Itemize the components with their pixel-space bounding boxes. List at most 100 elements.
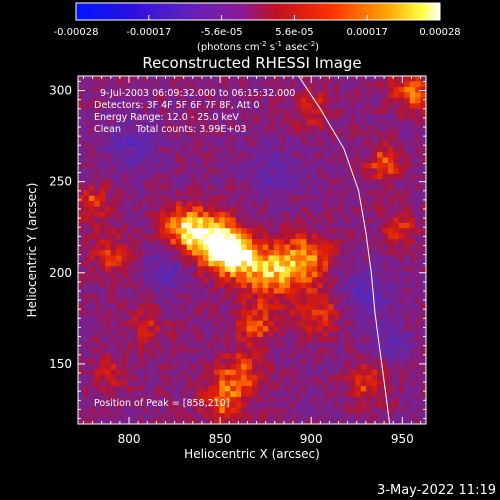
heatmap-cell xyxy=(170,97,177,104)
heatmap-cell xyxy=(311,282,318,289)
heatmap-cell xyxy=(83,114,90,120)
heatmap-cell xyxy=(159,331,166,338)
heatmap-cell xyxy=(420,184,426,191)
heatmap-cell xyxy=(398,358,405,365)
heatmap-cell xyxy=(387,146,394,153)
heatmap-cell xyxy=(88,97,95,104)
heatmap-cell xyxy=(99,206,106,213)
heatmap-cell xyxy=(404,168,411,175)
heatmap-cell xyxy=(181,255,188,262)
heatmap-cell xyxy=(398,320,405,327)
heatmap-cell xyxy=(186,304,193,311)
heatmap-cell xyxy=(132,288,139,294)
heatmap-cell xyxy=(175,179,182,186)
heatmap-cell xyxy=(290,233,296,240)
heatmap-cell xyxy=(366,146,373,153)
heatmap-cell xyxy=(290,298,296,305)
heatmap-cell xyxy=(360,309,367,316)
heatmap-cell xyxy=(262,315,269,322)
heatmap-cell xyxy=(295,239,302,245)
heatmap-cell xyxy=(284,407,291,414)
heatmap-cell xyxy=(317,157,324,164)
heatmap-cell xyxy=(213,358,220,365)
heatmap-cell xyxy=(213,331,220,338)
heatmap-cell xyxy=(262,391,269,398)
heatmap-cell xyxy=(197,385,204,392)
heatmap-cell xyxy=(409,157,416,164)
heatmap-cell xyxy=(165,413,171,419)
heatmap-cell xyxy=(355,347,362,354)
heatmap-cell xyxy=(203,97,209,104)
heatmap-cell xyxy=(143,369,150,376)
heatmap-cell xyxy=(398,326,405,332)
heatmap-cell xyxy=(360,342,367,349)
heatmap-cell xyxy=(137,342,144,349)
heatmap-cell xyxy=(197,250,204,256)
heatmap-cell xyxy=(415,222,421,229)
heatmap-cell xyxy=(409,108,416,115)
heatmap-cell xyxy=(333,380,340,387)
heatmap-cell xyxy=(99,304,106,311)
heatmap-cell xyxy=(415,114,421,120)
heatmap-cell xyxy=(230,173,237,180)
heatmap-cell xyxy=(110,298,117,305)
heatmap-cell xyxy=(290,152,296,158)
heatmap-cell xyxy=(268,407,275,414)
heatmap-cell xyxy=(241,304,247,311)
heatmap-cell xyxy=(246,298,253,305)
heatmap-cell xyxy=(333,391,340,398)
heatmap-cell xyxy=(393,402,400,409)
heatmap-cell xyxy=(83,233,90,240)
heatmap-cell xyxy=(143,206,150,213)
heatmap-cell xyxy=(197,201,204,207)
heatmap-cell xyxy=(273,173,280,180)
heatmap-cell xyxy=(208,168,215,175)
heatmap-cell xyxy=(415,152,421,158)
heatmap-cell xyxy=(306,168,313,175)
x-tick-label: 950 xyxy=(391,432,414,446)
heatmap-cell xyxy=(230,130,237,137)
heatmap-cell xyxy=(241,298,247,305)
heatmap-cell xyxy=(344,168,351,175)
heatmap-cell xyxy=(415,195,421,202)
heatmap-cell xyxy=(203,304,209,311)
heatmap-cell xyxy=(132,76,139,82)
heatmap-cell xyxy=(159,309,166,316)
heatmap-cell xyxy=(126,364,133,371)
heatmap-cell xyxy=(186,233,193,240)
heatmap-cell xyxy=(344,385,351,392)
heatmap-cell xyxy=(273,266,280,273)
heatmap-cell xyxy=(165,391,171,398)
heatmap-cell xyxy=(257,266,264,273)
heatmap-cell xyxy=(116,260,122,267)
heatmap-cell xyxy=(246,282,253,289)
heatmap-cell xyxy=(132,418,139,424)
heatmap-cell xyxy=(159,266,166,273)
heatmap-cell xyxy=(306,407,313,414)
heatmap-cell xyxy=(377,130,383,137)
heatmap-cell xyxy=(213,244,220,251)
heatmap-cell xyxy=(241,418,247,424)
heatmap-cell xyxy=(116,326,122,332)
heatmap-cell xyxy=(170,81,177,88)
heatmap-cell xyxy=(213,201,220,207)
heatmap-cell xyxy=(181,103,188,110)
heatmap-cell xyxy=(344,130,351,137)
heatmap-cell xyxy=(300,119,307,126)
heatmap-cell xyxy=(159,135,166,142)
heatmap-cell xyxy=(257,190,264,197)
heatmap-cell xyxy=(170,135,177,142)
heatmap-cell xyxy=(165,282,171,289)
heatmap-cell xyxy=(230,103,237,110)
heatmap-cell xyxy=(165,407,171,414)
heatmap-cell xyxy=(420,173,426,180)
heatmap-cell xyxy=(83,255,90,262)
heatmap-cell xyxy=(203,195,209,202)
heatmap-cell xyxy=(415,250,421,256)
heatmap-cell xyxy=(105,375,112,381)
heatmap-cell xyxy=(137,375,144,381)
heatmap-cell xyxy=(339,201,345,207)
heatmap-cell xyxy=(208,206,215,213)
heatmap-cell xyxy=(154,228,160,235)
heatmap-cell xyxy=(377,81,383,88)
